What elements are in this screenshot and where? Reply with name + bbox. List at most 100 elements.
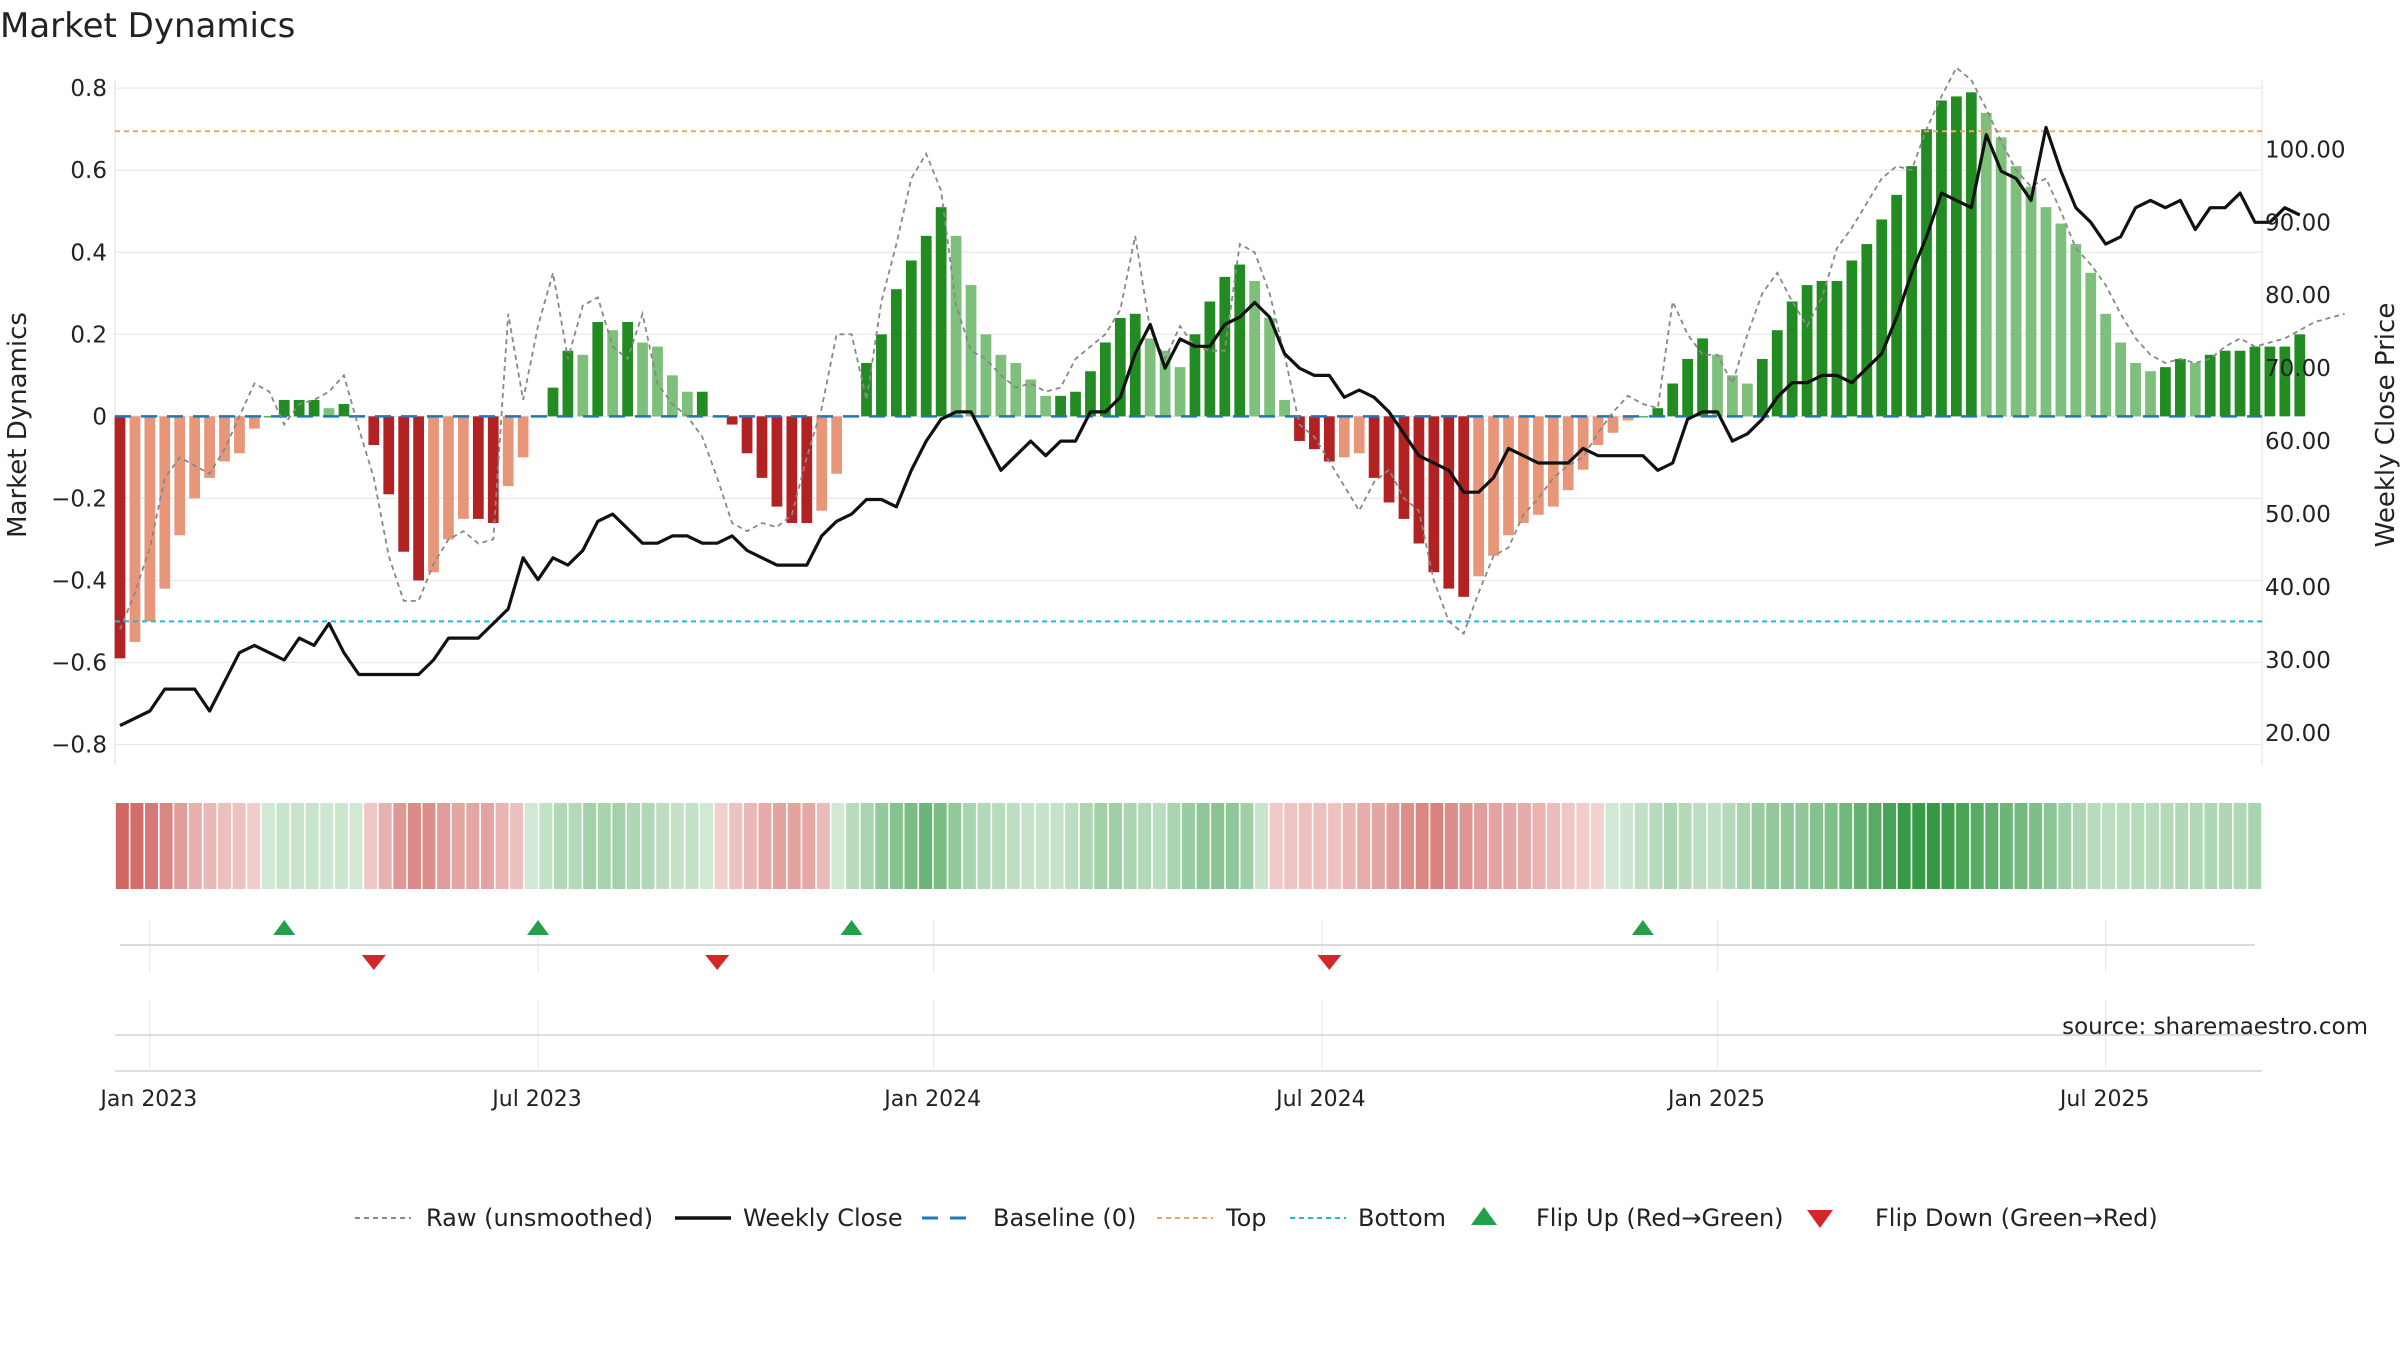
dynamics-bar bbox=[1085, 371, 1096, 417]
heat-cell bbox=[1620, 803, 1634, 889]
dynamics-bar bbox=[338, 404, 350, 417]
dynamics-bar bbox=[159, 416, 171, 589]
heat-cell bbox=[378, 803, 392, 889]
dynamics-bar bbox=[1786, 301, 1798, 417]
series-lines bbox=[119, 66, 2345, 728]
heat-cell bbox=[422, 803, 436, 889]
y-tick-left-label: 0 bbox=[92, 404, 107, 430]
heat-cell bbox=[437, 803, 451, 889]
dynamics-bar bbox=[308, 399, 320, 417]
heat-cell bbox=[948, 803, 962, 889]
heat-cell bbox=[1371, 803, 1385, 889]
heat-cell bbox=[1211, 803, 1225, 889]
heat-cell bbox=[364, 803, 378, 889]
dynamics-bar bbox=[1936, 100, 1947, 417]
heat-cell bbox=[159, 803, 173, 889]
dynamics-bar bbox=[1204, 301, 1216, 417]
heat-cell bbox=[2204, 803, 2218, 889]
heat-cell bbox=[1444, 803, 1458, 889]
heat-cell bbox=[1561, 803, 1575, 889]
legend-swatch bbox=[1471, 1207, 1497, 1225]
dynamics-bar bbox=[2174, 358, 2186, 417]
y-tick-right-label: 100.00 bbox=[2265, 137, 2345, 163]
dynamics-bar bbox=[1100, 342, 1111, 417]
dynamics-bar bbox=[1368, 416, 1380, 478]
axes: −0.8 −0.6 −0.4 −0.2 0 0.2 0.4 0.6 0.8 20.00 30.00 4… bbox=[51, 76, 2345, 758]
dynamics-bar bbox=[1697, 338, 1708, 417]
heat-cell bbox=[1196, 803, 1210, 889]
heat-cell bbox=[1123, 803, 1137, 889]
x-tick-label: Jul 2024 bbox=[1274, 1087, 1366, 1112]
dynamics-bar bbox=[1353, 416, 1365, 454]
heat-cell bbox=[1780, 803, 1794, 889]
y-tick-right-label: 60.00 bbox=[2265, 429, 2331, 455]
heat-cell bbox=[1298, 803, 1312, 889]
heat-cell bbox=[1313, 803, 1327, 889]
legend-label: Raw (unsmoothed) bbox=[426, 1204, 653, 1232]
dynamics-bar bbox=[383, 416, 395, 495]
flip-down-marker bbox=[361, 955, 386, 970]
heat-cell bbox=[787, 803, 801, 889]
legend: Raw (unsmoothed) Weekly Close Baseline (0)… bbox=[355, 1204, 2158, 1232]
dynamics-bar bbox=[428, 416, 439, 573]
dynamics-bar bbox=[398, 416, 410, 552]
dynamics-bar bbox=[1532, 416, 1544, 515]
heat-cell bbox=[1590, 803, 1604, 889]
dynamics-bar bbox=[2100, 313, 2112, 417]
dynamics-bar bbox=[293, 399, 305, 417]
legend-label: Top bbox=[1225, 1204, 1267, 1232]
dynamics-bar bbox=[1741, 383, 1753, 417]
dynamics-bar bbox=[920, 235, 932, 417]
dynamics-bar bbox=[995, 354, 1007, 417]
dynamics-bar bbox=[114, 416, 126, 659]
heat-cell bbox=[670, 803, 684, 889]
dynamics-bar bbox=[2160, 367, 2171, 417]
dynamics-bar bbox=[1189, 334, 1201, 417]
heat-cell bbox=[1138, 803, 1152, 889]
y-tick-right-label: 40.00 bbox=[2265, 575, 2331, 601]
dynamics-bar bbox=[816, 416, 828, 511]
dynamics-bar bbox=[1801, 285, 1813, 417]
heat-cell bbox=[1810, 803, 1824, 889]
dynamics-bar bbox=[1309, 416, 1320, 450]
dynamics-bar bbox=[1727, 375, 1738, 417]
flip-up-marker bbox=[1631, 920, 1654, 935]
heat-cell bbox=[2248, 803, 2262, 889]
heat-cell bbox=[1152, 803, 1166, 889]
dynamics-bar bbox=[1876, 219, 1888, 417]
flip-markers-panel bbox=[120, 920, 2255, 972]
heat-cell bbox=[904, 803, 918, 889]
dynamics-bar bbox=[1980, 112, 1992, 417]
heat-cell bbox=[1255, 803, 1269, 889]
dynamics-bar bbox=[1055, 395, 1066, 417]
legend-label: Weekly Close bbox=[743, 1204, 903, 1232]
flip-up-marker bbox=[273, 920, 296, 935]
heat-cell bbox=[130, 803, 144, 889]
x-axis: Jan 2023 Jul 2023 Jan 2024 Jul 2024 Jan 2025… bbox=[98, 1087, 2149, 1112]
dynamics-bar bbox=[1070, 391, 1081, 417]
heat-cell bbox=[1547, 803, 1561, 889]
heat-cell bbox=[1430, 803, 1444, 889]
flip-up-marker bbox=[527, 920, 550, 935]
dynamics-bar bbox=[1562, 416, 1574, 491]
heat-cell bbox=[1722, 803, 1736, 889]
dynamics-bar bbox=[592, 322, 604, 417]
dynamics-bar bbox=[681, 391, 693, 417]
heat-cell bbox=[2014, 803, 2028, 889]
heat-cell bbox=[2175, 803, 2189, 889]
heat-cell bbox=[1225, 803, 1239, 889]
x-tick-label: Jul 2025 bbox=[2058, 1087, 2150, 1112]
dynamics-bar bbox=[502, 416, 514, 487]
heat-cell bbox=[1576, 803, 1590, 889]
dynamics-bar bbox=[204, 416, 215, 478]
heat-cell bbox=[1649, 803, 1663, 889]
heat-cell bbox=[889, 803, 903, 889]
dynamics-bar bbox=[323, 408, 335, 417]
heat-cell bbox=[1824, 803, 1838, 889]
heat-cell bbox=[451, 803, 465, 889]
legend-swatch bbox=[1807, 1210, 1833, 1228]
legend-item-flipup: Flip Up (Red→Green) bbox=[1471, 1204, 1784, 1232]
y-tick-left-label: 0.2 bbox=[70, 322, 107, 348]
heat-cell bbox=[334, 803, 348, 889]
heat-cell bbox=[2043, 803, 2057, 889]
